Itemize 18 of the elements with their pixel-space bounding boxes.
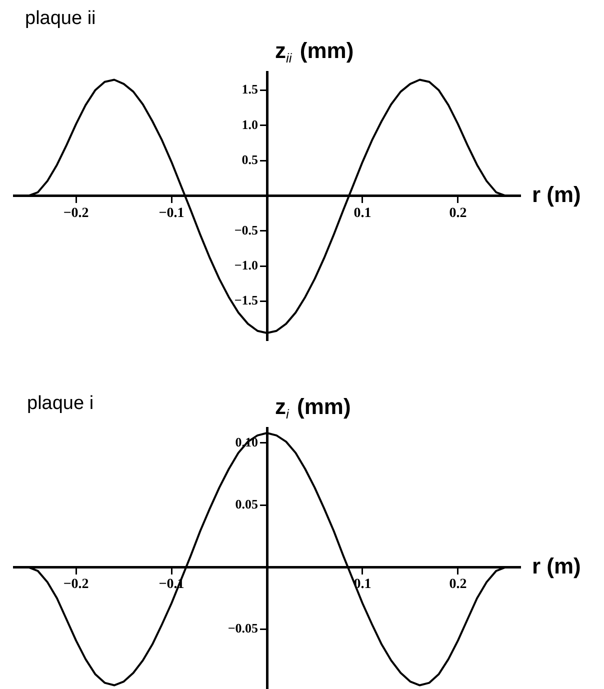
y-tick-label: 0.05 bbox=[235, 496, 258, 512]
y-tick-label: −1.5 bbox=[234, 292, 258, 308]
y-tick-label: −0.5 bbox=[234, 222, 258, 238]
y-tick-label: 0.5 bbox=[242, 152, 258, 167]
x-tick-label: 0.1 bbox=[354, 206, 372, 221]
x-tick-label: −0.2 bbox=[63, 206, 89, 221]
x-tick-label: −0.2 bbox=[63, 577, 89, 592]
y-tick-label: −0.05 bbox=[228, 620, 258, 636]
y-tick-label: 1.5 bbox=[242, 82, 258, 97]
x-tick-label: −0.1 bbox=[158, 206, 184, 221]
x-axis-title: r (m) bbox=[532, 182, 581, 207]
x-axis-title: r (m) bbox=[532, 553, 581, 578]
y-tick-label: −1.0 bbox=[234, 258, 258, 272]
chart-title: plaque ii bbox=[25, 8, 96, 30]
x-tick-label: 0.2 bbox=[449, 206, 467, 221]
y-tick-label: 1.0 bbox=[242, 116, 258, 132]
chart-title: plaque i bbox=[27, 393, 94, 415]
x-tick-label: 0.2 bbox=[449, 577, 467, 592]
